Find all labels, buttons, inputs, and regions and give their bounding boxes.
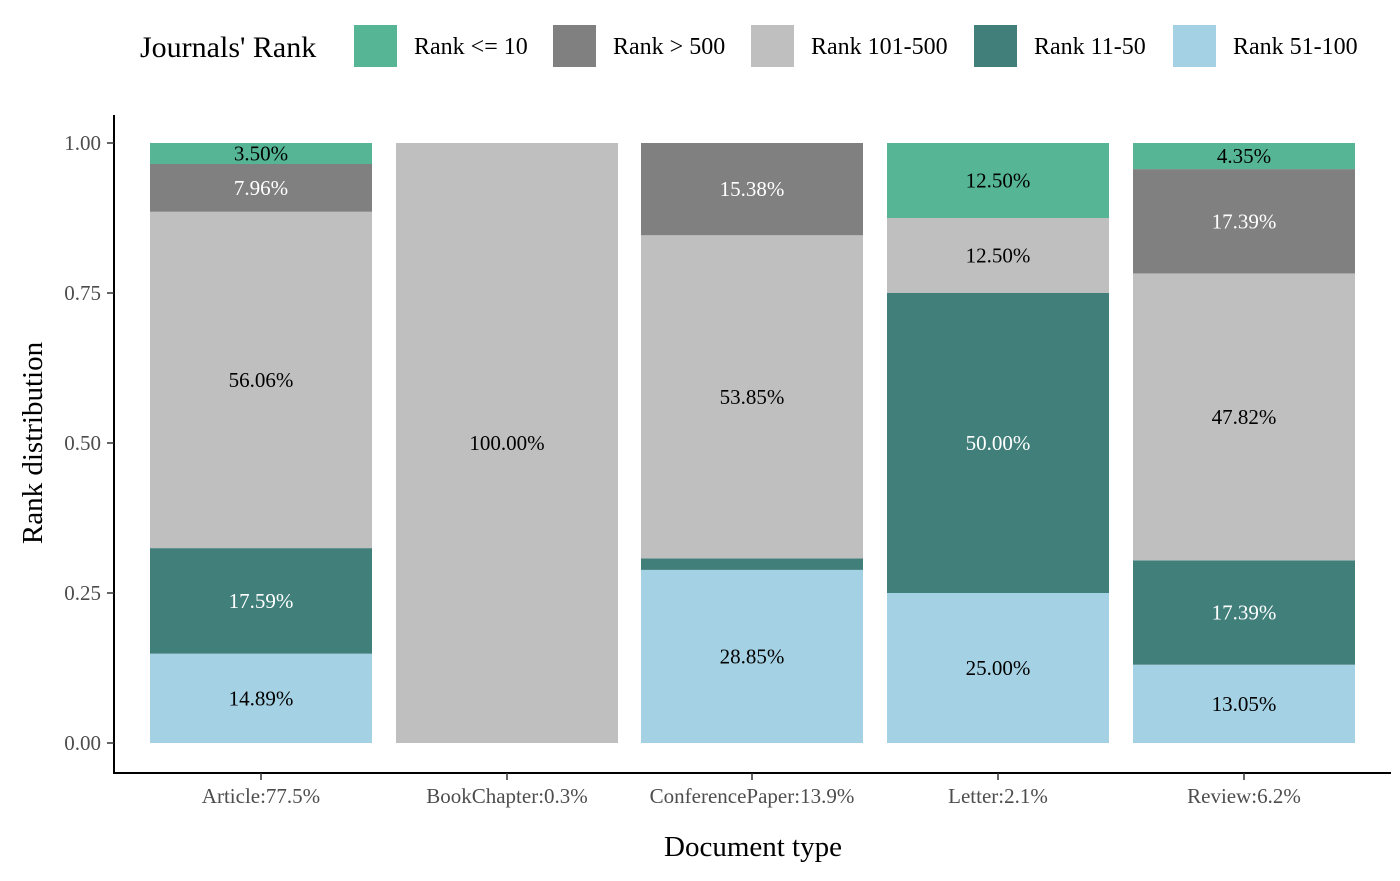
bar-segment-r11 — [641, 558, 863, 570]
data-label: 50.00% — [966, 431, 1031, 455]
bar-segment-r101 — [887, 218, 1109, 293]
legend-swatch-r500 — [553, 25, 596, 67]
data-label: 12.50% — [966, 244, 1031, 268]
data-label: 17.39% — [1212, 209, 1277, 233]
y-axis-title: Rank distribution — [17, 341, 49, 544]
data-label: 25.00% — [966, 656, 1031, 680]
y-tick-label: 0.00 — [64, 731, 101, 755]
bar-segment-r101 — [641, 235, 863, 559]
data-label: 15.38% — [720, 177, 785, 201]
bar-segment-r51 — [150, 653, 372, 743]
bar-segment-r500 — [1133, 169, 1355, 274]
bar-segment-r500 — [150, 164, 372, 212]
legend-swatch-r11 — [974, 25, 1017, 67]
bar-segment-r11 — [150, 548, 372, 654]
legend-swatch-r101 — [751, 25, 794, 67]
bar-segment-r10 — [887, 143, 1109, 218]
y-tick-label: 1.00 — [64, 131, 101, 155]
bar-segment-r500 — [641, 143, 863, 236]
data-label: 47.82% — [1212, 405, 1277, 429]
data-label: 100.00% — [469, 431, 544, 455]
legend-label-r10: Rank <= 10 — [414, 34, 528, 60]
data-label: 14.89% — [229, 686, 294, 710]
axes: 0.00 0.25 0.50 0.75 1.00 Article:77.5% BookCha… — [64, 115, 1391, 808]
y-tick-label: 0.25 — [64, 581, 101, 605]
bar-segment-r101 — [150, 211, 372, 549]
bar-segment-r51 — [641, 569, 863, 743]
bar-segment-r51 — [1133, 664, 1355, 743]
y-tick-label: 0.75 — [64, 281, 101, 305]
bar-segment-r10 — [150, 143, 372, 164]
x-tick-label: Article:77.5% — [202, 784, 320, 808]
bar-segment-r11 — [1133, 560, 1355, 665]
x-axis-title: Document type — [664, 831, 842, 863]
y-tick-label: 0.50 — [64, 431, 101, 455]
bar-segment-r10 — [1133, 143, 1355, 170]
bar-segment-r51 — [887, 593, 1109, 743]
x-tick-label: Letter:2.1% — [948, 784, 1048, 808]
data-label: 17.39% — [1212, 601, 1277, 625]
data-label: 7.96% — [234, 176, 288, 200]
bar-segment-r11 — [887, 293, 1109, 593]
legend-swatch-r10 — [354, 25, 397, 67]
legend: Journals' Rank Rank <= 10 Rank > 500 Rank … — [140, 25, 1358, 67]
x-tick-label: BookChapter:0.3% — [426, 784, 588, 808]
data-label: 53.85% — [720, 385, 785, 409]
bar-segment-r101 — [396, 143, 618, 743]
legend-swatch-r51 — [1173, 25, 1216, 67]
data-label: 28.85% — [720, 644, 785, 668]
data-label: 13.05% — [1212, 692, 1277, 716]
x-tick-label: ConferencePaper:13.9% — [650, 784, 855, 808]
data-label: 56.06% — [229, 368, 294, 392]
data-label: 17.59% — [229, 589, 294, 613]
legend-label-r11: Rank 11-50 — [1034, 34, 1146, 60]
legend-title: Journals' Rank — [140, 31, 316, 64]
bar-segment-r101 — [1133, 273, 1355, 561]
legend-label-r101: Rank 101-500 — [811, 34, 948, 60]
x-tick-label: Review:6.2% — [1187, 784, 1301, 808]
data-label: 4.35% — [1217, 144, 1271, 168]
legend-label-r51: Rank 51-100 — [1233, 34, 1358, 60]
legend-label-r500: Rank > 500 — [613, 34, 725, 60]
data-label: 12.50% — [966, 169, 1031, 193]
data-label: 3.50% — [234, 142, 288, 166]
plot-area: 14.89% 17.59% 56.06% 7.96% 3.50% 100.00% 28.85… — [150, 142, 1355, 743]
